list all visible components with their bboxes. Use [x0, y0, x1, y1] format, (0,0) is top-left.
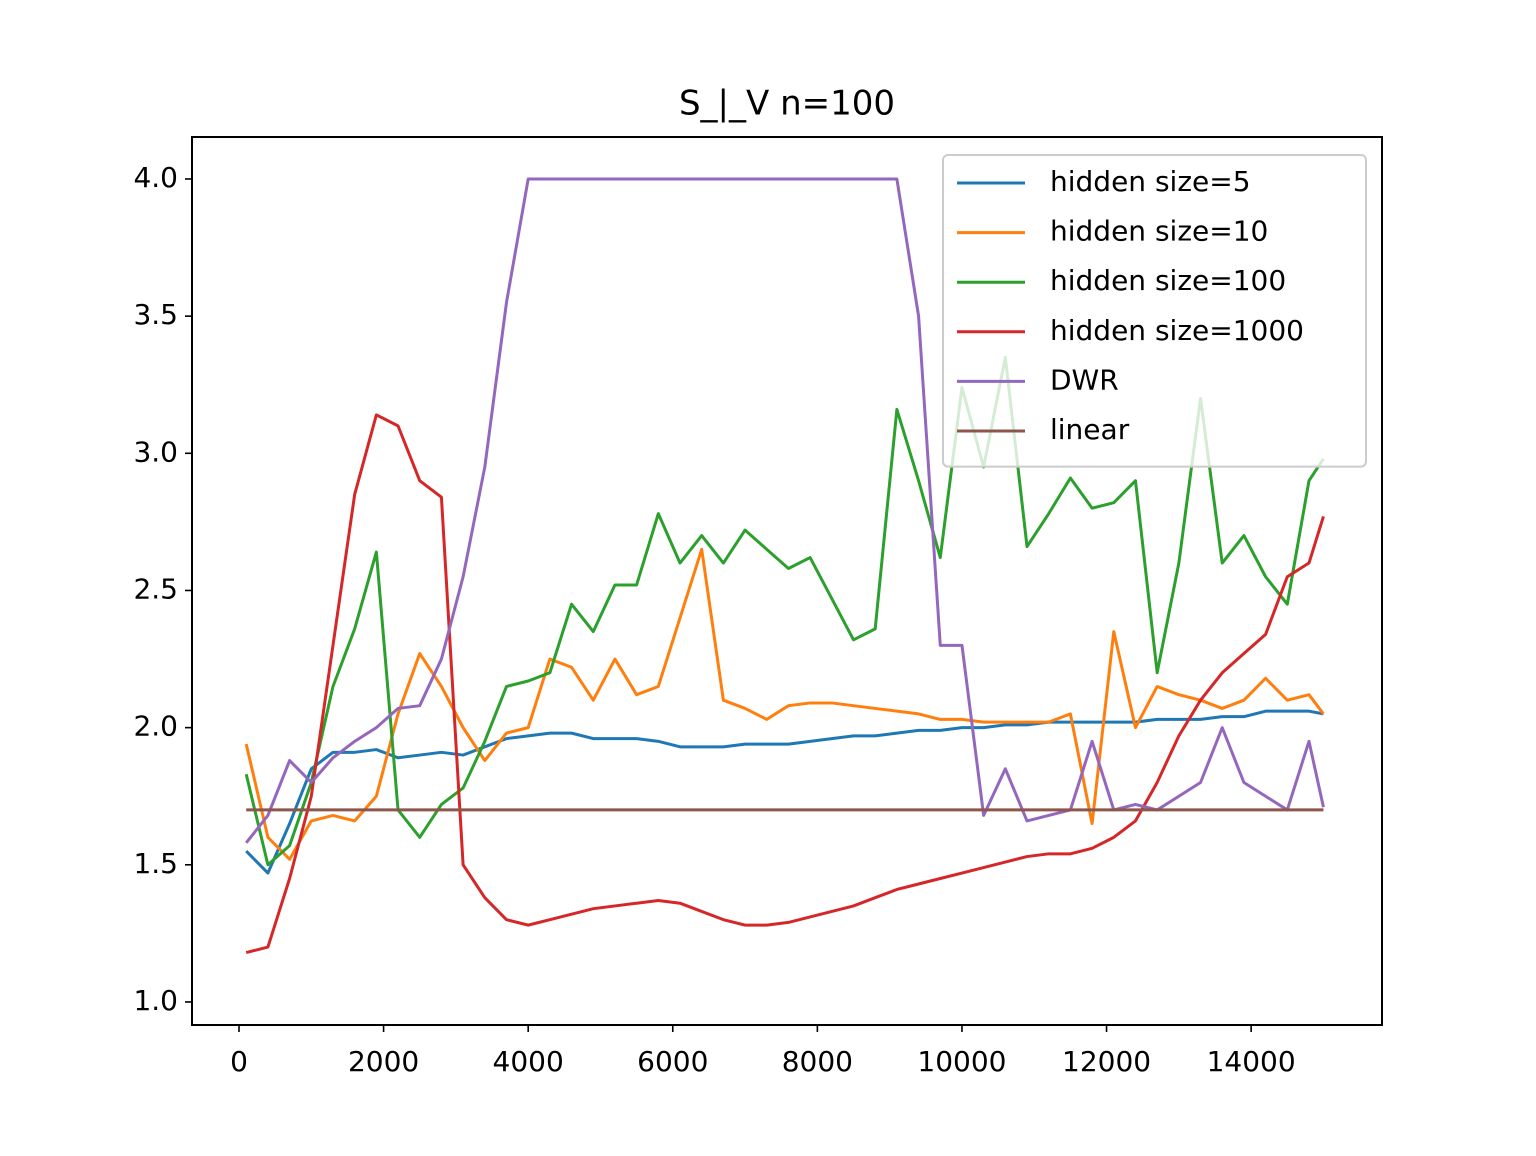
y-tick-label: 2.0 [133, 710, 178, 743]
legend-label: hidden size=1000 [1050, 314, 1304, 347]
legend-label: linear [1050, 413, 1130, 446]
legend-label: hidden size=10 [1050, 215, 1268, 248]
legend-label: hidden size=100 [1050, 264, 1286, 297]
x-tick-label: 12000 [1062, 1045, 1151, 1078]
series-line [244, 547, 1325, 861]
plot-area [244, 177, 1325, 955]
x-tick-label: 2000 [348, 1045, 419, 1078]
legend-box [942, 154, 1367, 468]
legend-label: DWR [1050, 363, 1119, 396]
x-tick-label: 6000 [637, 1045, 708, 1078]
y-tick-label: 1.0 [133, 984, 178, 1017]
axes-frame [191, 136, 1383, 1026]
series-line [245, 709, 1324, 875]
x-tick-label: 8000 [782, 1045, 853, 1078]
legend-label: hidden size=5 [1050, 165, 1251, 198]
y-tick-label: 3.5 [133, 298, 178, 331]
series-line [244, 355, 1325, 867]
series-line [245, 413, 1325, 955]
y-tick-label: 4.0 [133, 161, 178, 194]
y-tick-label: 1.5 [133, 847, 178, 880]
y-tick-label: 2.5 [133, 572, 178, 605]
chart-title: S_|_V n=100 [679, 84, 895, 124]
x-tick-label: 0 [230, 1045, 248, 1078]
y-tick-label: 3.0 [133, 435, 178, 468]
series-line [245, 177, 1325, 844]
x-tick-label: 10000 [917, 1045, 1006, 1078]
x-tick-label: 4000 [493, 1045, 564, 1078]
x-tick-label: 14000 [1207, 1045, 1296, 1078]
